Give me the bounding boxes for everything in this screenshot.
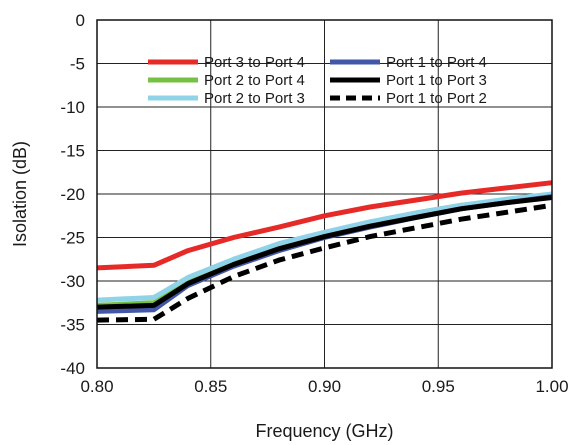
y-tick-label: -10 xyxy=(60,98,85,117)
y-tick-labels: 0 -5 -10 -15 -20 -25 -30 -35 -40 xyxy=(60,11,85,378)
y-tick-label: 0 xyxy=(76,11,85,30)
y-tick-label: -35 xyxy=(60,316,85,335)
x-tick-label: 0.85 xyxy=(194,377,227,396)
legend: Port 3 to Port 4 Port 1 to Port 4 Port 2 t… xyxy=(148,54,487,107)
series-line-port-1-to-port-3 xyxy=(96,195,553,310)
series-line-port-1-to-port-2 xyxy=(96,202,553,323)
y-tick-label: -25 xyxy=(60,229,85,248)
y-tick-label: -40 xyxy=(60,359,85,378)
y-tick-label: -15 xyxy=(60,142,85,161)
x-tick-label: 0.95 xyxy=(422,377,455,396)
series-layer xyxy=(96,180,553,323)
series-line-port-3-to-port-4 xyxy=(96,180,553,271)
legend-label-port-1-to-port-3: Port 1 to Port 3 xyxy=(386,72,487,89)
plot-frame xyxy=(96,19,553,369)
series-line-port-2-to-port-3 xyxy=(96,191,553,303)
x-axis-title: Frequency (GHz) xyxy=(255,421,393,441)
y-tick-label: -20 xyxy=(60,185,85,204)
x-tick-label: 1.00 xyxy=(535,377,568,396)
legend-label-port-2-to-port-3: Port 2 to Port 3 xyxy=(204,90,305,107)
legend-label-port-1-to-port-4: Port 1 to Port 4 xyxy=(386,54,487,71)
x-tick-labels: 0.80 0.85 0.90 0.95 1.00 xyxy=(80,377,568,396)
x-tick-label: 0.80 xyxy=(80,377,113,396)
y-tick-label: -5 xyxy=(70,55,85,74)
legend-label-port-3-to-port-4: Port 3 to Port 4 xyxy=(204,54,305,71)
y-tick-label: -30 xyxy=(60,272,85,291)
legend-label-port-1-to-port-2: Port 1 to Port 2 xyxy=(386,90,487,107)
y-axis-title: Isolation (dB) xyxy=(10,141,30,247)
legend-label-port-2-to-port-4: Port 2 to Port 4 xyxy=(204,72,305,89)
x-tick-label: 0.90 xyxy=(308,377,341,396)
